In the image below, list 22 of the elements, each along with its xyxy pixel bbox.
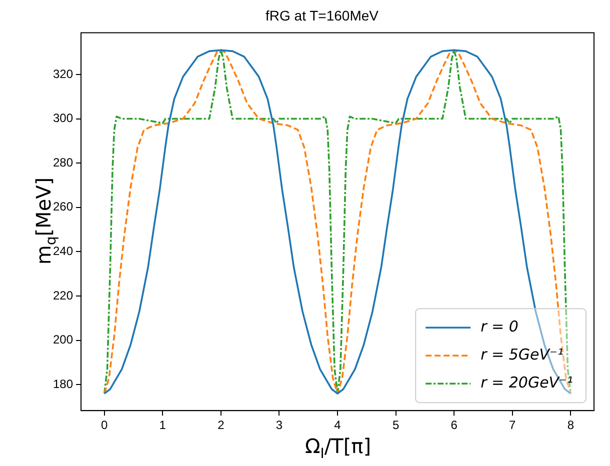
x-tick-label: 5 (392, 418, 400, 432)
x-axis-title: Ω$_{I}$/T[π] (304, 434, 372, 462)
x-tick-label: 4 (334, 418, 342, 432)
y-tick-label: 320 (52, 66, 74, 81)
y-tick-label: 300 (52, 111, 74, 126)
x-tick-label: 8 (567, 418, 574, 432)
legend-label: r = 0 (480, 317, 518, 336)
x-tick-label: 7 (509, 418, 516, 432)
y-tick-label: 220 (52, 288, 74, 302)
x-tick-label: 2 (218, 418, 225, 432)
x-tick-label: 6 (450, 418, 458, 432)
y-tick-label: 260 (52, 200, 74, 214)
x-tick-label: 0 (100, 418, 108, 432)
y-tick-label: 180 (52, 376, 74, 391)
legend-label: r = 5GeV⁻¹ (480, 345, 564, 364)
y-tick-label: 240 (52, 244, 74, 258)
y-tick-label: 200 (52, 332, 74, 347)
x-tick-label: 1 (159, 418, 166, 432)
legend-label: r = 20GeV⁻¹ (480, 373, 574, 392)
y-tick-label: 280 (52, 155, 74, 170)
chart-title: fRG at T=160MeV (266, 7, 380, 24)
x-tick-label: 3 (276, 418, 283, 432)
